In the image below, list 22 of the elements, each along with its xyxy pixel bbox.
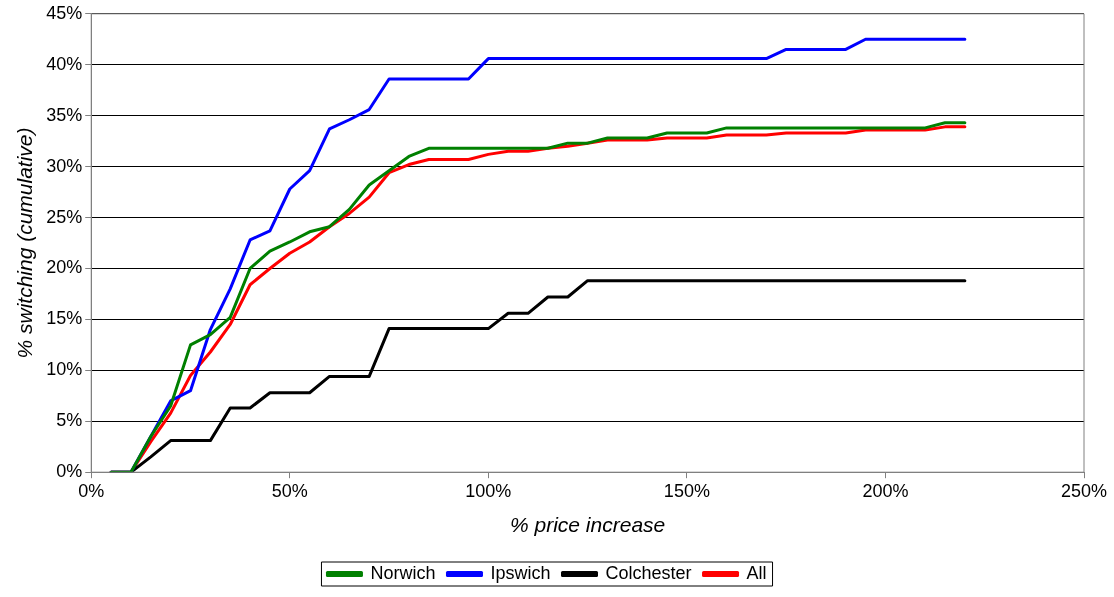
y-tick-label: 40% — [46, 53, 83, 74]
x-tick-label: 200% — [862, 480, 909, 501]
legend-label: Norwich — [370, 562, 436, 583]
legend-label: Colchester — [605, 562, 692, 583]
y-tick-label: 20% — [46, 257, 83, 278]
y-tick-label: 0% — [56, 461, 83, 482]
legend-label: All — [746, 562, 767, 583]
x-tick-label: 100% — [465, 480, 512, 501]
x-tick-label: 250% — [1060, 480, 1108, 501]
x-tick-label: 150% — [663, 480, 710, 501]
x-tick-label: 50% — [271, 480, 308, 501]
y-tick-label: 10% — [46, 359, 83, 380]
y-tick-label: 5% — [56, 410, 83, 431]
x-axis-title: % price increase — [510, 513, 666, 537]
y-tick-label: 30% — [46, 155, 83, 176]
y-tick-label: 25% — [46, 206, 83, 227]
y-tick-label: 45% — [46, 2, 83, 23]
x-tick-label: 0% — [78, 480, 105, 501]
legend-label: Ipswich — [490, 562, 551, 583]
y-tick-label: 15% — [46, 308, 83, 329]
y-axis-title: % switching (cumulative) — [13, 127, 37, 359]
y-tick-label: 35% — [46, 104, 83, 125]
